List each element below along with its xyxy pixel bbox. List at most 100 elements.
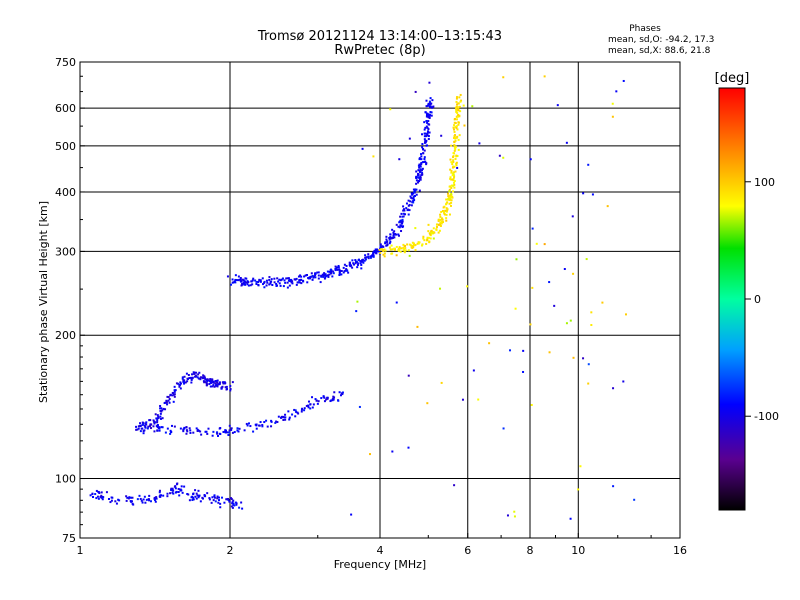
echo-point — [338, 270, 341, 273]
echo-point — [187, 493, 190, 496]
echo-point — [380, 246, 383, 249]
echo-point — [336, 268, 339, 271]
echo-point — [219, 506, 222, 509]
noise-point — [563, 268, 566, 271]
noise-point — [498, 154, 501, 157]
echo-point — [144, 426, 147, 429]
echo-point — [409, 244, 412, 247]
echo-point — [219, 433, 222, 436]
echo-point — [331, 275, 334, 278]
colorbar-label: [deg] — [715, 71, 750, 86]
echo-point — [430, 231, 433, 234]
echo-point — [191, 499, 194, 502]
echo-point — [432, 105, 435, 108]
echo-point — [204, 430, 207, 433]
echo-point — [320, 274, 323, 277]
echo-point — [153, 496, 156, 499]
echo-point — [416, 242, 419, 245]
noise-point — [463, 124, 466, 127]
echo-point — [89, 494, 92, 497]
echo-point — [170, 487, 173, 490]
echo-point — [429, 233, 432, 236]
echo-point — [303, 407, 306, 410]
noise-point — [587, 382, 590, 385]
echo-point — [156, 421, 159, 424]
echo-point — [259, 280, 262, 283]
echo-point — [402, 205, 405, 208]
echo-point — [423, 132, 426, 135]
noise-point — [572, 272, 575, 275]
x-tick-label: 8 — [527, 544, 534, 557]
echo-point — [333, 391, 336, 394]
echo-point — [428, 232, 431, 235]
echo-point — [235, 279, 238, 282]
echo-point — [338, 274, 341, 277]
echo-point — [156, 414, 159, 417]
echo-point — [190, 381, 193, 384]
echo-point — [410, 192, 413, 195]
echo-point — [194, 374, 197, 377]
echo-point — [208, 497, 211, 500]
echo-point — [236, 429, 239, 432]
echo-point — [445, 198, 448, 201]
echo-point — [249, 425, 252, 428]
echo-point — [372, 251, 375, 254]
noise-point — [633, 498, 636, 501]
echo-point — [361, 260, 364, 263]
echo-point — [420, 158, 423, 161]
echo-point — [149, 500, 152, 503]
noise-point — [427, 223, 430, 226]
echo-point — [197, 496, 200, 499]
echo-point — [421, 243, 424, 246]
noise-point — [611, 102, 614, 105]
echo-point — [231, 431, 234, 434]
echo-point — [249, 284, 252, 287]
echo-point — [446, 208, 449, 211]
echo-point — [231, 381, 234, 384]
echo-point — [419, 175, 422, 178]
echo-point — [257, 281, 260, 284]
echo-point — [187, 374, 190, 377]
echo-point — [197, 489, 200, 492]
echo-point — [162, 494, 165, 497]
echo-point — [206, 492, 209, 495]
echo-point — [284, 281, 287, 284]
echo-point — [337, 266, 340, 269]
echo-point — [203, 380, 206, 383]
echo-point — [389, 233, 392, 236]
echo-point — [297, 412, 300, 415]
echo-point — [185, 372, 188, 375]
echo-point — [420, 163, 423, 166]
echo-point — [295, 410, 298, 413]
echo-point — [330, 399, 333, 402]
echo-point — [225, 388, 228, 391]
echo-point — [397, 249, 400, 252]
echo-point — [284, 413, 287, 416]
echo-point — [426, 134, 429, 137]
echo-point — [427, 135, 430, 138]
echo-point — [158, 491, 161, 494]
echo-point — [185, 429, 188, 432]
noise-point — [565, 322, 568, 325]
echo-point — [388, 246, 391, 249]
noise-point — [612, 485, 615, 488]
echo-point — [192, 496, 195, 499]
echo-point — [411, 245, 414, 248]
noise-point — [569, 517, 572, 520]
echo-point — [455, 161, 458, 164]
echo-point — [426, 126, 429, 129]
echo-point — [435, 228, 438, 231]
echo-point — [455, 118, 458, 121]
noise-point — [611, 115, 614, 118]
echo-point — [173, 395, 176, 398]
echo-point — [413, 194, 416, 197]
echo-point — [246, 281, 249, 284]
echo-point — [148, 425, 151, 428]
echo-point — [389, 236, 392, 239]
echo-point — [371, 254, 374, 257]
echo-point — [412, 246, 415, 249]
echo-point — [326, 270, 329, 273]
echo-point — [172, 400, 175, 403]
echo-point — [341, 393, 344, 396]
